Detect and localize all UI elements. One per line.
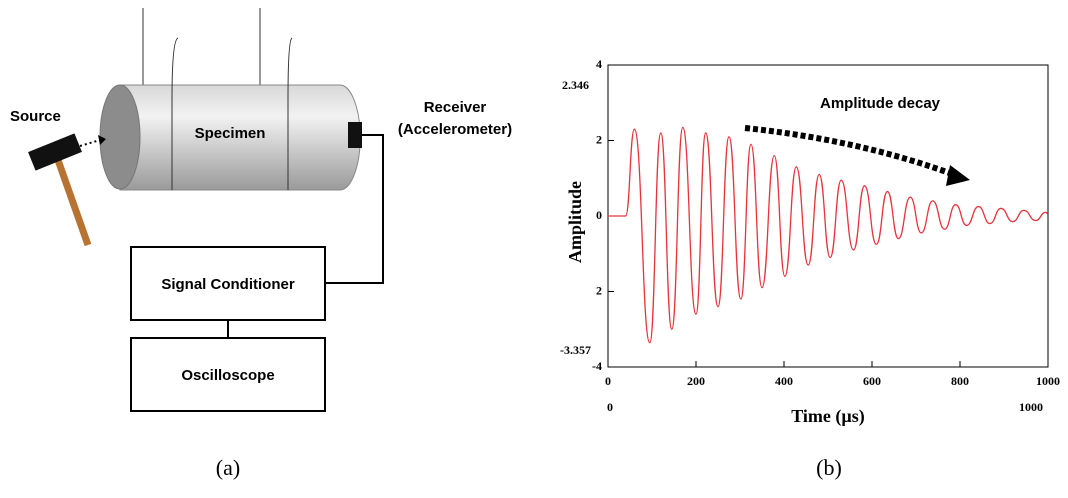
y-tick-label: 2: [596, 283, 602, 297]
extreme-label: 2.346: [562, 78, 589, 92]
arrowhead: [946, 165, 970, 186]
label: (Accelerometer): [398, 121, 512, 138]
y-axis-label: Amplitude: [565, 181, 585, 263]
extreme-label: -3.357: [560, 343, 591, 357]
cable: [325, 134, 384, 284]
label: Source: [10, 108, 61, 125]
hammer-handle: [54, 158, 92, 247]
caption: (a): [216, 455, 240, 480]
wire: [287, 37, 293, 190]
x-tick-label: 0: [605, 374, 611, 388]
panel-a: Source Specimen Receiver (Accelerometer)…: [10, 8, 512, 412]
caption: (b): [816, 455, 842, 480]
chart: Amplitude decay Amplitude Time (µs) 2.34…: [560, 57, 1060, 427]
annotation: Amplitude decay: [820, 95, 941, 112]
y-tick-label: 0: [596, 208, 602, 222]
cylinder-end: [99, 84, 141, 190]
box: [130, 337, 326, 412]
label: Receiver: [424, 99, 487, 116]
y-tick-label: 2: [596, 132, 602, 146]
y-tick-label: 4: [596, 57, 602, 71]
x-tick-label: 200: [687, 374, 705, 388]
x-tick-label: 1000: [1036, 374, 1060, 388]
x-range-label: 0: [607, 400, 613, 414]
receiver-block: [348, 122, 362, 148]
x-range-label: 1000: [1019, 400, 1043, 414]
hammer-head: [28, 133, 82, 171]
label: Signal Conditioner: [161, 276, 294, 293]
label: Specimen: [195, 125, 266, 142]
x-axis-label: Time (µs): [791, 406, 865, 427]
y-tick-label: -4: [592, 359, 602, 373]
x-tick-label: 600: [863, 374, 881, 388]
signal-line: [607, 126, 1049, 344]
impact-arrow: [79, 139, 101, 147]
wire: [171, 37, 179, 190]
x-tick-label: 400: [775, 374, 793, 388]
label: Oscilloscope: [181, 367, 274, 384]
arrowhead: [98, 135, 106, 145]
decay-arrow: [744, 125, 957, 178]
box: [130, 246, 326, 321]
x-tick-label: 800: [951, 374, 969, 388]
